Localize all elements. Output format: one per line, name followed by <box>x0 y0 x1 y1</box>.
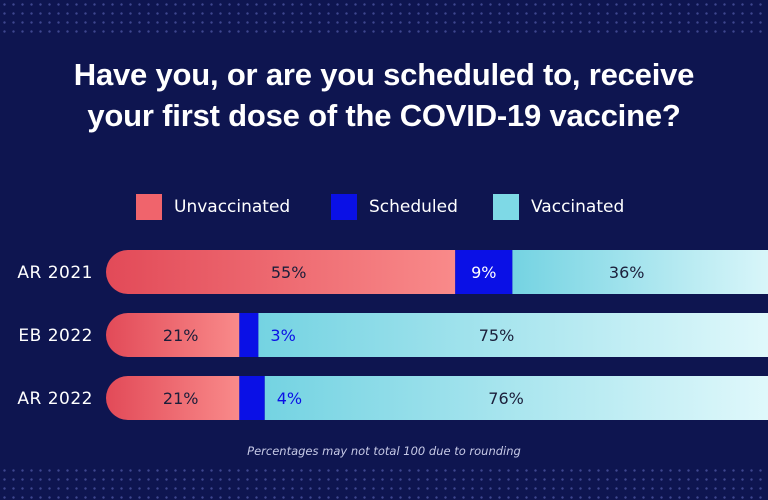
legend-item-vaccinated: Vaccinated <box>493 194 624 220</box>
legend-label-vaccinated: Vaccinated <box>531 197 625 217</box>
data-label-unvaccinated: 55% <box>271 263 307 282</box>
data-label-scheduled: 9% <box>471 263 496 282</box>
bar-segment-vaccinated <box>512 250 768 294</box>
legend-item-scheduled: Scheduled <box>331 194 458 220</box>
data-label-unvaccinated: 21% <box>163 389 199 408</box>
data-label-unvaccinated: 21% <box>163 326 199 345</box>
chart-title-line-2: your first dose of the COVID-19 vaccine? <box>87 98 681 133</box>
data-label-vaccinated: 75% <box>479 326 515 345</box>
data-label-scheduled: 3% <box>270 326 295 345</box>
bar-segment-scheduled <box>455 250 513 294</box>
footnote: Percentages may not total 100 due to rou… <box>247 444 521 458</box>
category-label: EB 2022 <box>18 326 93 346</box>
data-label-vaccinated: 36% <box>609 263 645 282</box>
data-label-scheduled: 4% <box>277 389 302 408</box>
legend-label-unvaccinated: Unvaccinated <box>174 197 291 217</box>
chart-title-line-1: Have you, or are you scheduled to, recei… <box>73 57 695 92</box>
category-label: AR 2022 <box>17 389 93 409</box>
legend-label-scheduled: Scheduled <box>369 197 458 217</box>
legend-item-unvaccinated: Unvaccinated <box>136 194 290 220</box>
bar-segment-scheduled <box>239 376 265 420</box>
category-label: AR 2021 <box>17 263 93 283</box>
bar-segment-vaccinated <box>264 376 768 420</box>
chart-legend: Unvaccinated Scheduled Vaccinated <box>0 194 768 220</box>
bar-segment-vaccinated <box>258 313 768 357</box>
dotted-border-top <box>0 0 768 36</box>
data-label-vaccinated: 76% <box>488 389 524 408</box>
legend-swatch-unvaccinated <box>136 194 162 220</box>
bar-segment-unvaccinated <box>106 313 240 357</box>
chart-title: Have you, or are you scheduled to, recei… <box>0 54 768 136</box>
bar-segment-unvaccinated <box>106 250 456 294</box>
bar-segment-scheduled <box>239 313 259 357</box>
legend-swatch-vaccinated <box>493 194 519 220</box>
bar-segment-unvaccinated <box>106 376 240 420</box>
legend-swatch-scheduled <box>331 194 357 220</box>
dotted-border-bottom <box>0 466 768 500</box>
